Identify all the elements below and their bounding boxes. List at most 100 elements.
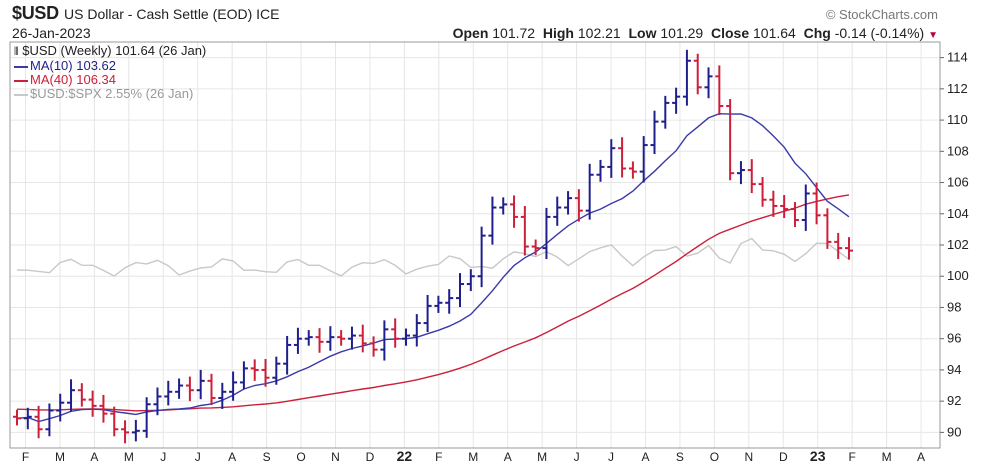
x-tick-label: F [22,450,29,464]
ohlc-bar [45,403,54,437]
ohlc-bar [13,409,21,426]
line-swatch-icon [14,65,28,68]
y-tick-label: 102 [947,237,969,252]
ohlc-bar [639,136,648,183]
ohlc-bar [628,161,637,179]
ohlc-bar [542,207,551,260]
ohlc-bar [682,49,691,106]
ohlc-bar [790,202,799,228]
ohlc-bar [520,205,529,256]
x-tick-label: D [779,450,788,464]
ohlc-bar [34,405,43,439]
ohlc-bar [499,197,508,215]
x-tick-label: 23 [810,448,826,464]
x-tick-label: J [160,450,166,464]
x-tick-label: N [744,450,753,464]
ohlc-bar [564,191,573,215]
x-tick-label: A [641,450,649,464]
ohlc-bar [834,232,843,260]
ohlc-bar [823,208,832,249]
line-swatch-icon [14,79,28,82]
y-tick-label: 94 [947,362,961,377]
ohlc-bar [239,361,248,390]
x-tick-label: M [124,450,134,464]
ohlc-bar [704,67,713,99]
ohlc-bar [434,295,443,313]
x-tick-label: O [710,450,719,464]
ohlc-bar [88,390,97,417]
y-tick-label: 114 [947,50,968,65]
ohlc-bar [445,289,454,314]
ohlc-bar [574,189,583,222]
ohlc-bar [845,237,853,260]
ohlc-bar [780,195,789,219]
x-tick-label: F [435,450,442,464]
symbol-description: US Dollar - Cash Settle (EOD) ICE [64,6,280,22]
y-tick-label: 98 [947,299,961,314]
x-tick-label: S [676,450,684,464]
ohlc-bar [812,182,821,225]
x-tick-label: M [537,450,547,464]
ohlc-bar [304,330,313,346]
x-tick-label: 22 [397,448,413,464]
ohlc-bar [391,318,400,348]
y-tick-label: 106 [947,175,969,190]
ohlc-bar [207,373,216,406]
ohlc-bar [531,239,540,256]
ohlc-bar [401,328,410,346]
x-tick-label: A [917,450,925,464]
ohlc-bar [56,393,65,422]
ohlc-bar-icon: ⫴ [14,46,19,58]
y-tick-label: 112 [947,81,968,96]
x-tick-label: A [228,450,236,464]
chart-header: $USD US Dollar - Cash Settle (EOD) ICE 2… [0,0,984,41]
ohlc-bar [801,184,810,231]
chart-legend: ⫴ $USD (Weekly) 101.64 (26 Jan) MA(10) 1… [14,44,206,101]
ohlc-bar [229,371,238,401]
ohlc-bar [99,394,108,423]
ohlc-bar [250,359,259,381]
x-tick-label: O [296,450,305,464]
ohlc-bar [261,358,270,387]
ohlc-bar [218,382,227,409]
ohlc-bar [272,356,281,385]
ohlc-bar [650,110,659,155]
ohlc-bar [553,196,562,226]
y-tick-label: 110 [947,112,968,127]
y-tick-label: 90 [947,424,961,439]
ohlc-bar [369,336,378,357]
x-tick-label: J [574,450,580,464]
y-tick-label: 108 [947,143,969,158]
ohlc-bar [347,326,356,350]
ohlc-bar [283,335,292,375]
x-tick-label: A [90,450,98,464]
line-swatch-icon [14,93,28,96]
ohlc-bar [67,379,76,412]
relative-line [16,237,850,277]
chart-date: 26-Jan-2023 [12,25,91,41]
ohlc-bar [736,161,745,185]
y-tick-label: 100 [947,268,969,283]
ohlc-bar [315,328,324,353]
ohlc-bar [131,419,140,442]
ohlc-bar [412,314,421,347]
brand-watermark[interactable]: © StockCharts.com [825,7,938,22]
ohlc-bar [488,196,497,245]
ohlc-bar [596,159,605,182]
y-tick-label: 96 [947,331,961,346]
x-tick-label: J [195,450,201,464]
ohlc-bar [672,87,681,114]
ohlc-bar [510,195,519,228]
x-tick-label: S [263,450,271,464]
x-tick-label: A [504,450,512,464]
ohlc-bar [358,324,367,353]
ohlc-bar [77,383,86,407]
ohlc-bar [747,159,756,194]
ohlc-bar [477,226,486,288]
ohlc-bar [175,378,184,399]
x-tick-label: M [882,450,892,464]
ohlc-bar [466,269,475,292]
legend-ma40: MA(40) 106.34 [14,73,206,87]
ohlc-bar [693,53,702,95]
